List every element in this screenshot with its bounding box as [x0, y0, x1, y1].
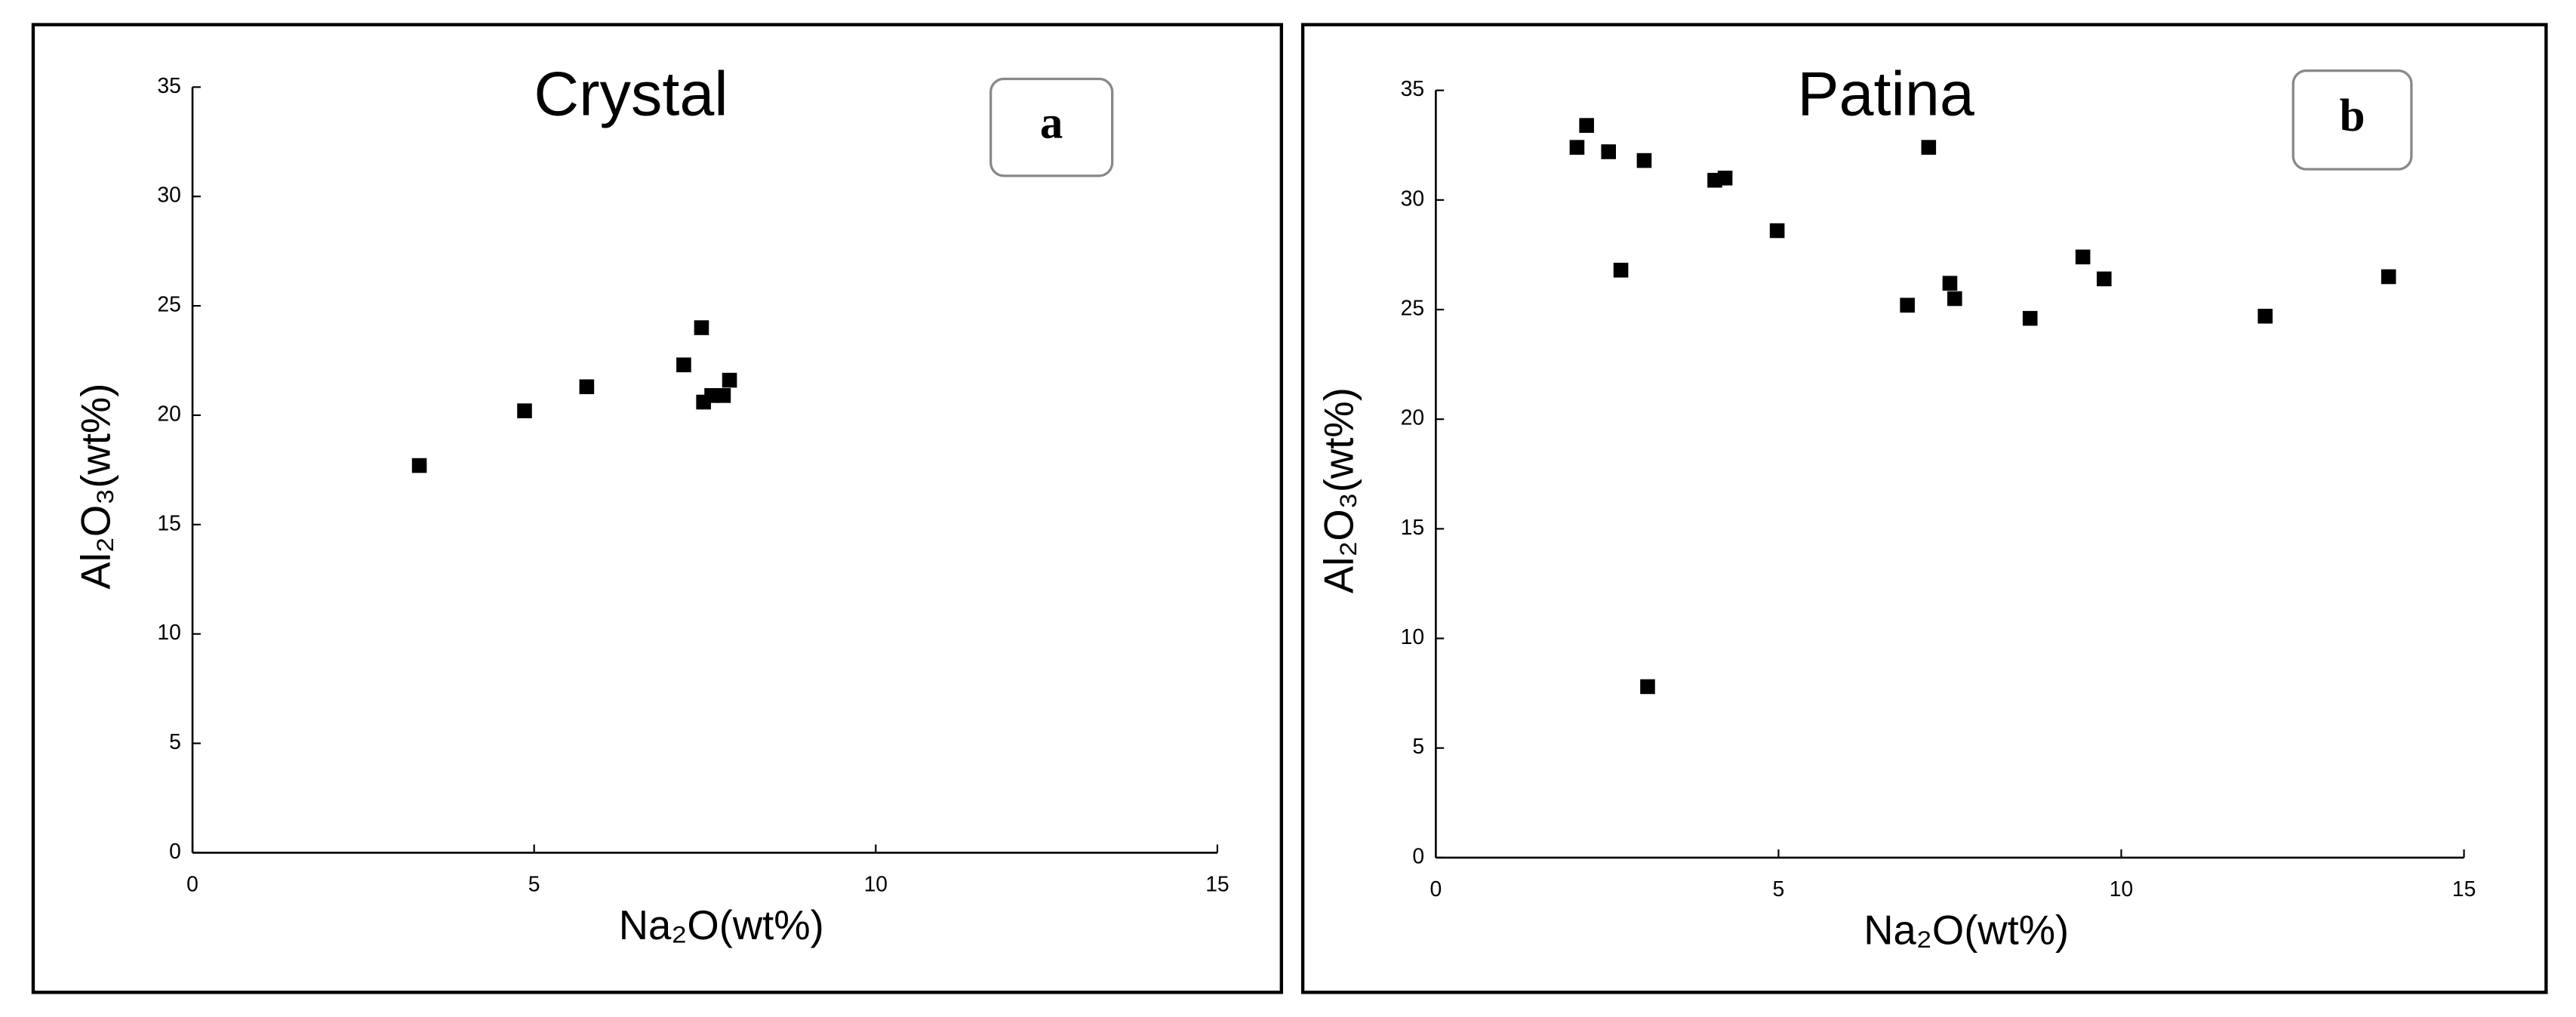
y-tick-label: 10	[157, 620, 180, 644]
point	[579, 379, 595, 395]
point	[1636, 153, 1652, 168]
y-tick-label: 30	[157, 183, 180, 207]
point	[1947, 291, 1962, 307]
point	[1579, 118, 1594, 133]
x-tick-label: 15	[2452, 877, 2476, 901]
annotation: b	[2340, 91, 2365, 141]
point	[1613, 262, 1629, 278]
y-tick-label: 30	[1401, 186, 1424, 210]
y-tick-label: 0	[169, 839, 181, 863]
y-tick-label: 5	[1412, 734, 1424, 758]
y-tick-label: 25	[157, 292, 180, 316]
y-tick-label: 35	[157, 73, 180, 97]
y-tick-label: 35	[1401, 76, 1424, 100]
x-tick-label: 10	[2110, 877, 2133, 901]
point	[2075, 249, 2091, 265]
panel-frame	[1300, 23, 2548, 994]
x-tick-label: 0	[1430, 877, 1442, 901]
y-tick-label: 0	[1412, 843, 1424, 868]
x-axis-label: Na₂O(wt%)	[619, 902, 824, 948]
x-tick-label: 0	[186, 871, 199, 895]
point	[1942, 276, 1958, 291]
y-tick-label: 15	[157, 510, 180, 535]
y-tick-label: 20	[1401, 405, 1424, 430]
y-tick-label: 5	[169, 729, 181, 754]
annotation: a	[1040, 98, 1063, 149]
point	[1717, 171, 1733, 186]
x-tick-label: 5	[528, 871, 540, 895]
chart-title: Patina	[1797, 58, 1974, 128]
point	[1900, 297, 1915, 313]
point	[1640, 679, 1655, 695]
point	[694, 320, 709, 335]
y-tick-label: 15	[1401, 515, 1424, 539]
annotation-box	[989, 77, 1114, 177]
point	[517, 403, 532, 418]
point	[722, 372, 737, 388]
panel-frame	[31, 23, 1283, 994]
y-axis-label: Al₂O₃(wt%)	[72, 384, 118, 590]
chart-title: Crystal	[534, 58, 728, 128]
y-axis-label: Al₂O₃(wt%)	[1316, 387, 1362, 593]
point	[676, 357, 691, 373]
y-tick-label: 10	[1401, 624, 1424, 649]
point	[716, 388, 731, 403]
x-tick-label: 15	[1205, 871, 1229, 895]
y-tick-label: 25	[1401, 296, 1424, 320]
point	[2257, 308, 2273, 324]
x-tick-label: 10	[864, 871, 888, 895]
annotation-box	[2291, 69, 2413, 171]
x-tick-label: 5	[1773, 877, 1785, 901]
y-tick-label: 20	[157, 401, 180, 425]
point	[1769, 223, 1785, 239]
point	[2097, 271, 2112, 287]
point	[1601, 144, 1616, 159]
point	[704, 388, 719, 403]
point	[411, 458, 427, 473]
point	[2022, 310, 2038, 326]
point	[1569, 140, 1585, 155]
point	[2381, 269, 2396, 285]
x-axis-label: Na₂O(wt%)	[1864, 907, 2069, 953]
point	[1921, 140, 1937, 155]
